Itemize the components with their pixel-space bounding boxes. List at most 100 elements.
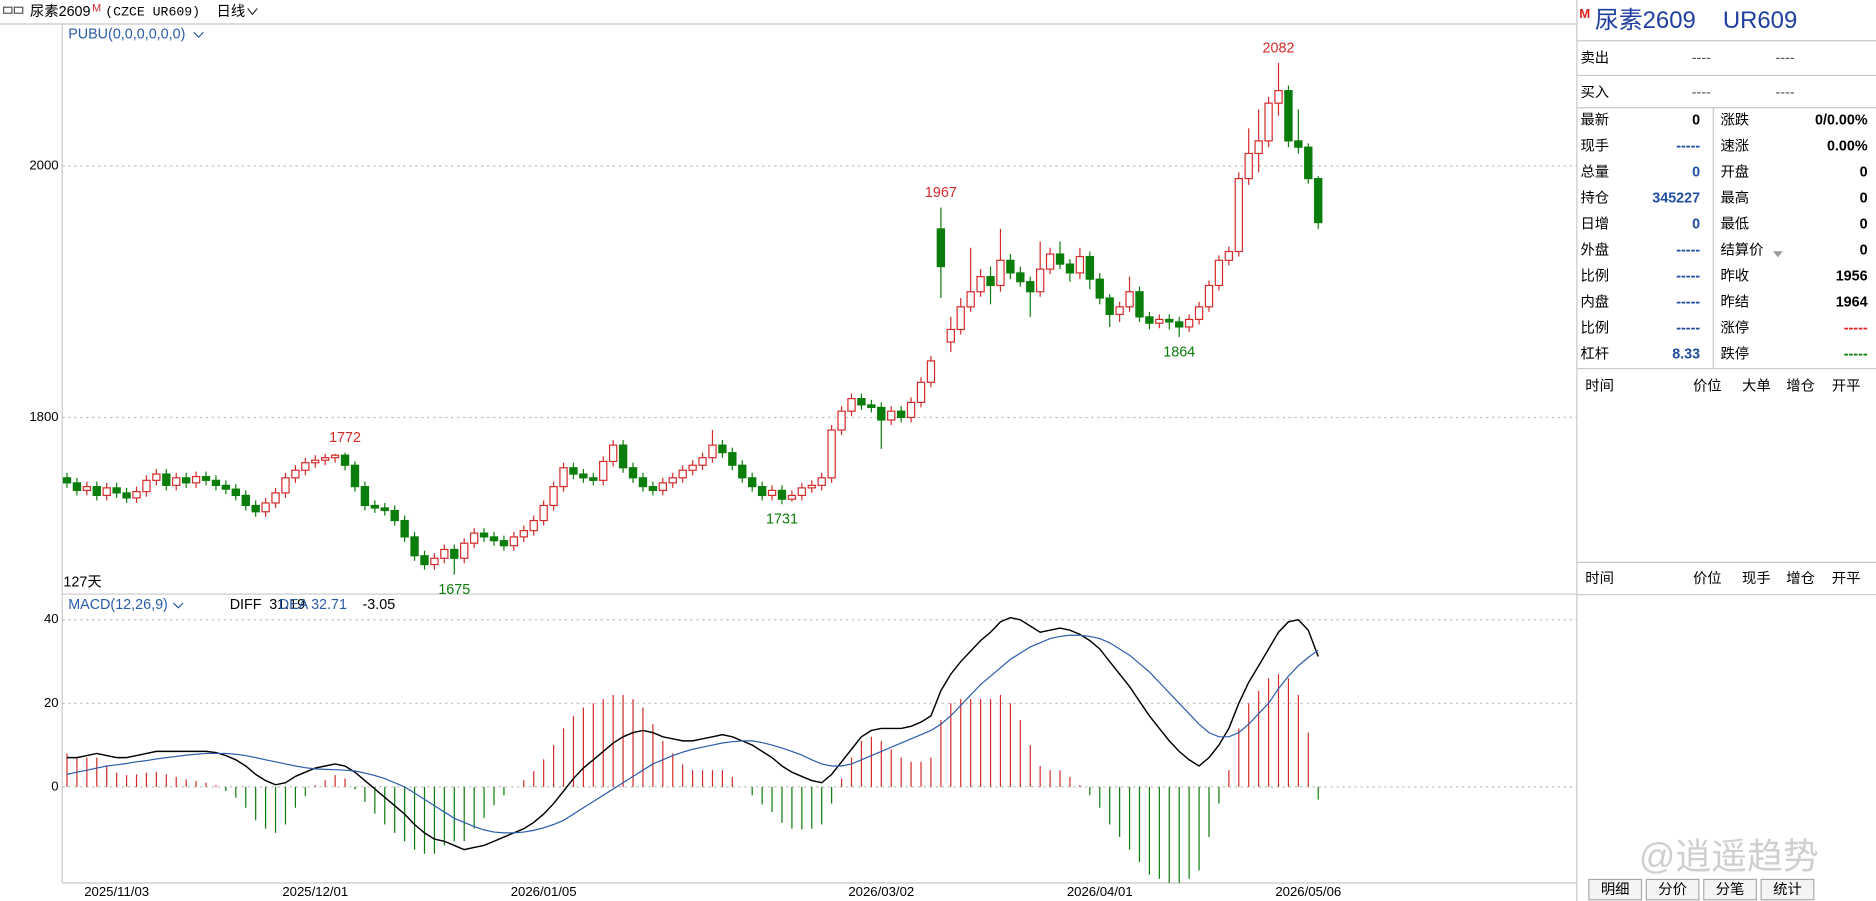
watermark: @逍遥趋势 [1639,837,1819,877]
candle-body [1105,297,1114,315]
candle-body [122,492,131,499]
candle-body [1085,255,1095,280]
candle-body [102,487,111,497]
tab-label[interactable]: 分笔 [1716,881,1745,898]
candle-body [410,536,419,557]
candle-body [896,410,906,419]
quote-code: UR609 [1723,7,1797,34]
candle-body [350,464,360,488]
list-header: 时间 [1585,377,1614,394]
header-icon [2,6,24,14]
candle-body [1016,272,1025,283]
candle-body [618,444,628,469]
candle-body [340,454,350,466]
candle-body [1254,140,1263,155]
quote-label: 比例 [1580,267,1609,284]
quote-label: 结算价 [1720,241,1763,258]
candle-body [1155,318,1164,324]
candle-body [499,540,509,547]
quote-value: 0 [1860,217,1868,233]
candle-body [956,306,965,331]
candle-body [380,507,389,512]
list-header: 增仓 [1786,377,1815,394]
tab-label[interactable]: 分价 [1658,881,1687,898]
quote-label: 总量 [1580,164,1609,181]
quote-label: 最新 [1580,112,1609,129]
candle-body [668,477,677,484]
quote-label: 最高 [1720,190,1749,207]
tab-label[interactable]: 统计 [1773,881,1802,898]
list-header: 价位 [1693,377,1722,394]
trough-label: 1731 [766,512,798,528]
tab[interactable] [1760,878,1815,901]
candle-body [321,457,330,461]
legend-value: 32.71 [311,597,347,613]
candle-body [906,401,916,419]
candle-body [82,486,92,491]
candle-body [1006,259,1015,274]
tab[interactable] [1703,878,1757,901]
candle-body [1095,278,1104,299]
candle-body [330,454,340,459]
list-header: 增仓 [1786,570,1815,587]
quote-label: 日增 [1580,216,1609,233]
candle-body [400,519,409,538]
tab[interactable] [1588,878,1643,901]
candle-body [191,475,201,484]
candle-body [757,486,767,497]
quote-value: ----- [1676,320,1700,336]
candle-body [1314,178,1323,224]
candle-body [559,467,568,488]
x-tick-label: 2026/01/05 [511,884,577,899]
peak-label: 1772 [329,430,361,446]
tab[interactable] [1645,878,1700,901]
candle-body [291,469,300,479]
candle-body [1135,291,1144,318]
candle-body [926,360,936,383]
book-price: ---- [1692,50,1711,66]
candle-body [887,410,896,421]
candle-body [519,530,528,538]
candle-body [92,486,101,497]
quote-label: 比例 [1580,319,1609,336]
symbol: 尿素2609 [30,3,91,20]
candle-body [549,486,558,507]
candle-body [271,492,280,504]
y-tick-label: 1800 [29,409,58,424]
candle-body [1075,255,1085,274]
candle-body [231,488,241,497]
period-selector[interactable]: 日线 [217,3,246,20]
y-tick-label: 40 [44,611,59,626]
macd-line [67,616,1319,851]
quote-label: 昨收 [1720,267,1749,284]
legend-label: DIFF [230,597,262,613]
symbol-flag: M [92,2,101,14]
candle-body [787,494,797,500]
quote-value: ----- [1676,268,1700,284]
book-volume: ---- [1776,85,1795,101]
chevron [193,31,204,38]
candle-body [877,406,886,421]
quote-label: 内盘 [1580,292,1609,310]
candle-body [62,477,72,484]
candle-body [360,486,370,507]
candle-body [1065,263,1075,274]
period-count: 127天 [63,575,101,591]
candle-body [1125,291,1134,308]
candle-body [936,228,946,268]
tab-label[interactable]: 明细 [1601,881,1630,898]
candle-body [728,452,737,466]
x-tick-label: 2026/03/02 [848,884,914,899]
x-tick-label: 2026/05/06 [1275,884,1341,899]
quote-value: 0 [1692,165,1700,181]
candle-body [1244,152,1253,180]
candle-body [181,477,191,484]
candle-body [738,464,747,479]
quote-value: ----- [1844,346,1868,362]
candle-body [1194,306,1204,321]
candle-body [1284,90,1293,142]
candle-body [966,291,975,308]
x-tick-label: 2025/11/03 [84,884,149,899]
chevron [173,602,184,609]
